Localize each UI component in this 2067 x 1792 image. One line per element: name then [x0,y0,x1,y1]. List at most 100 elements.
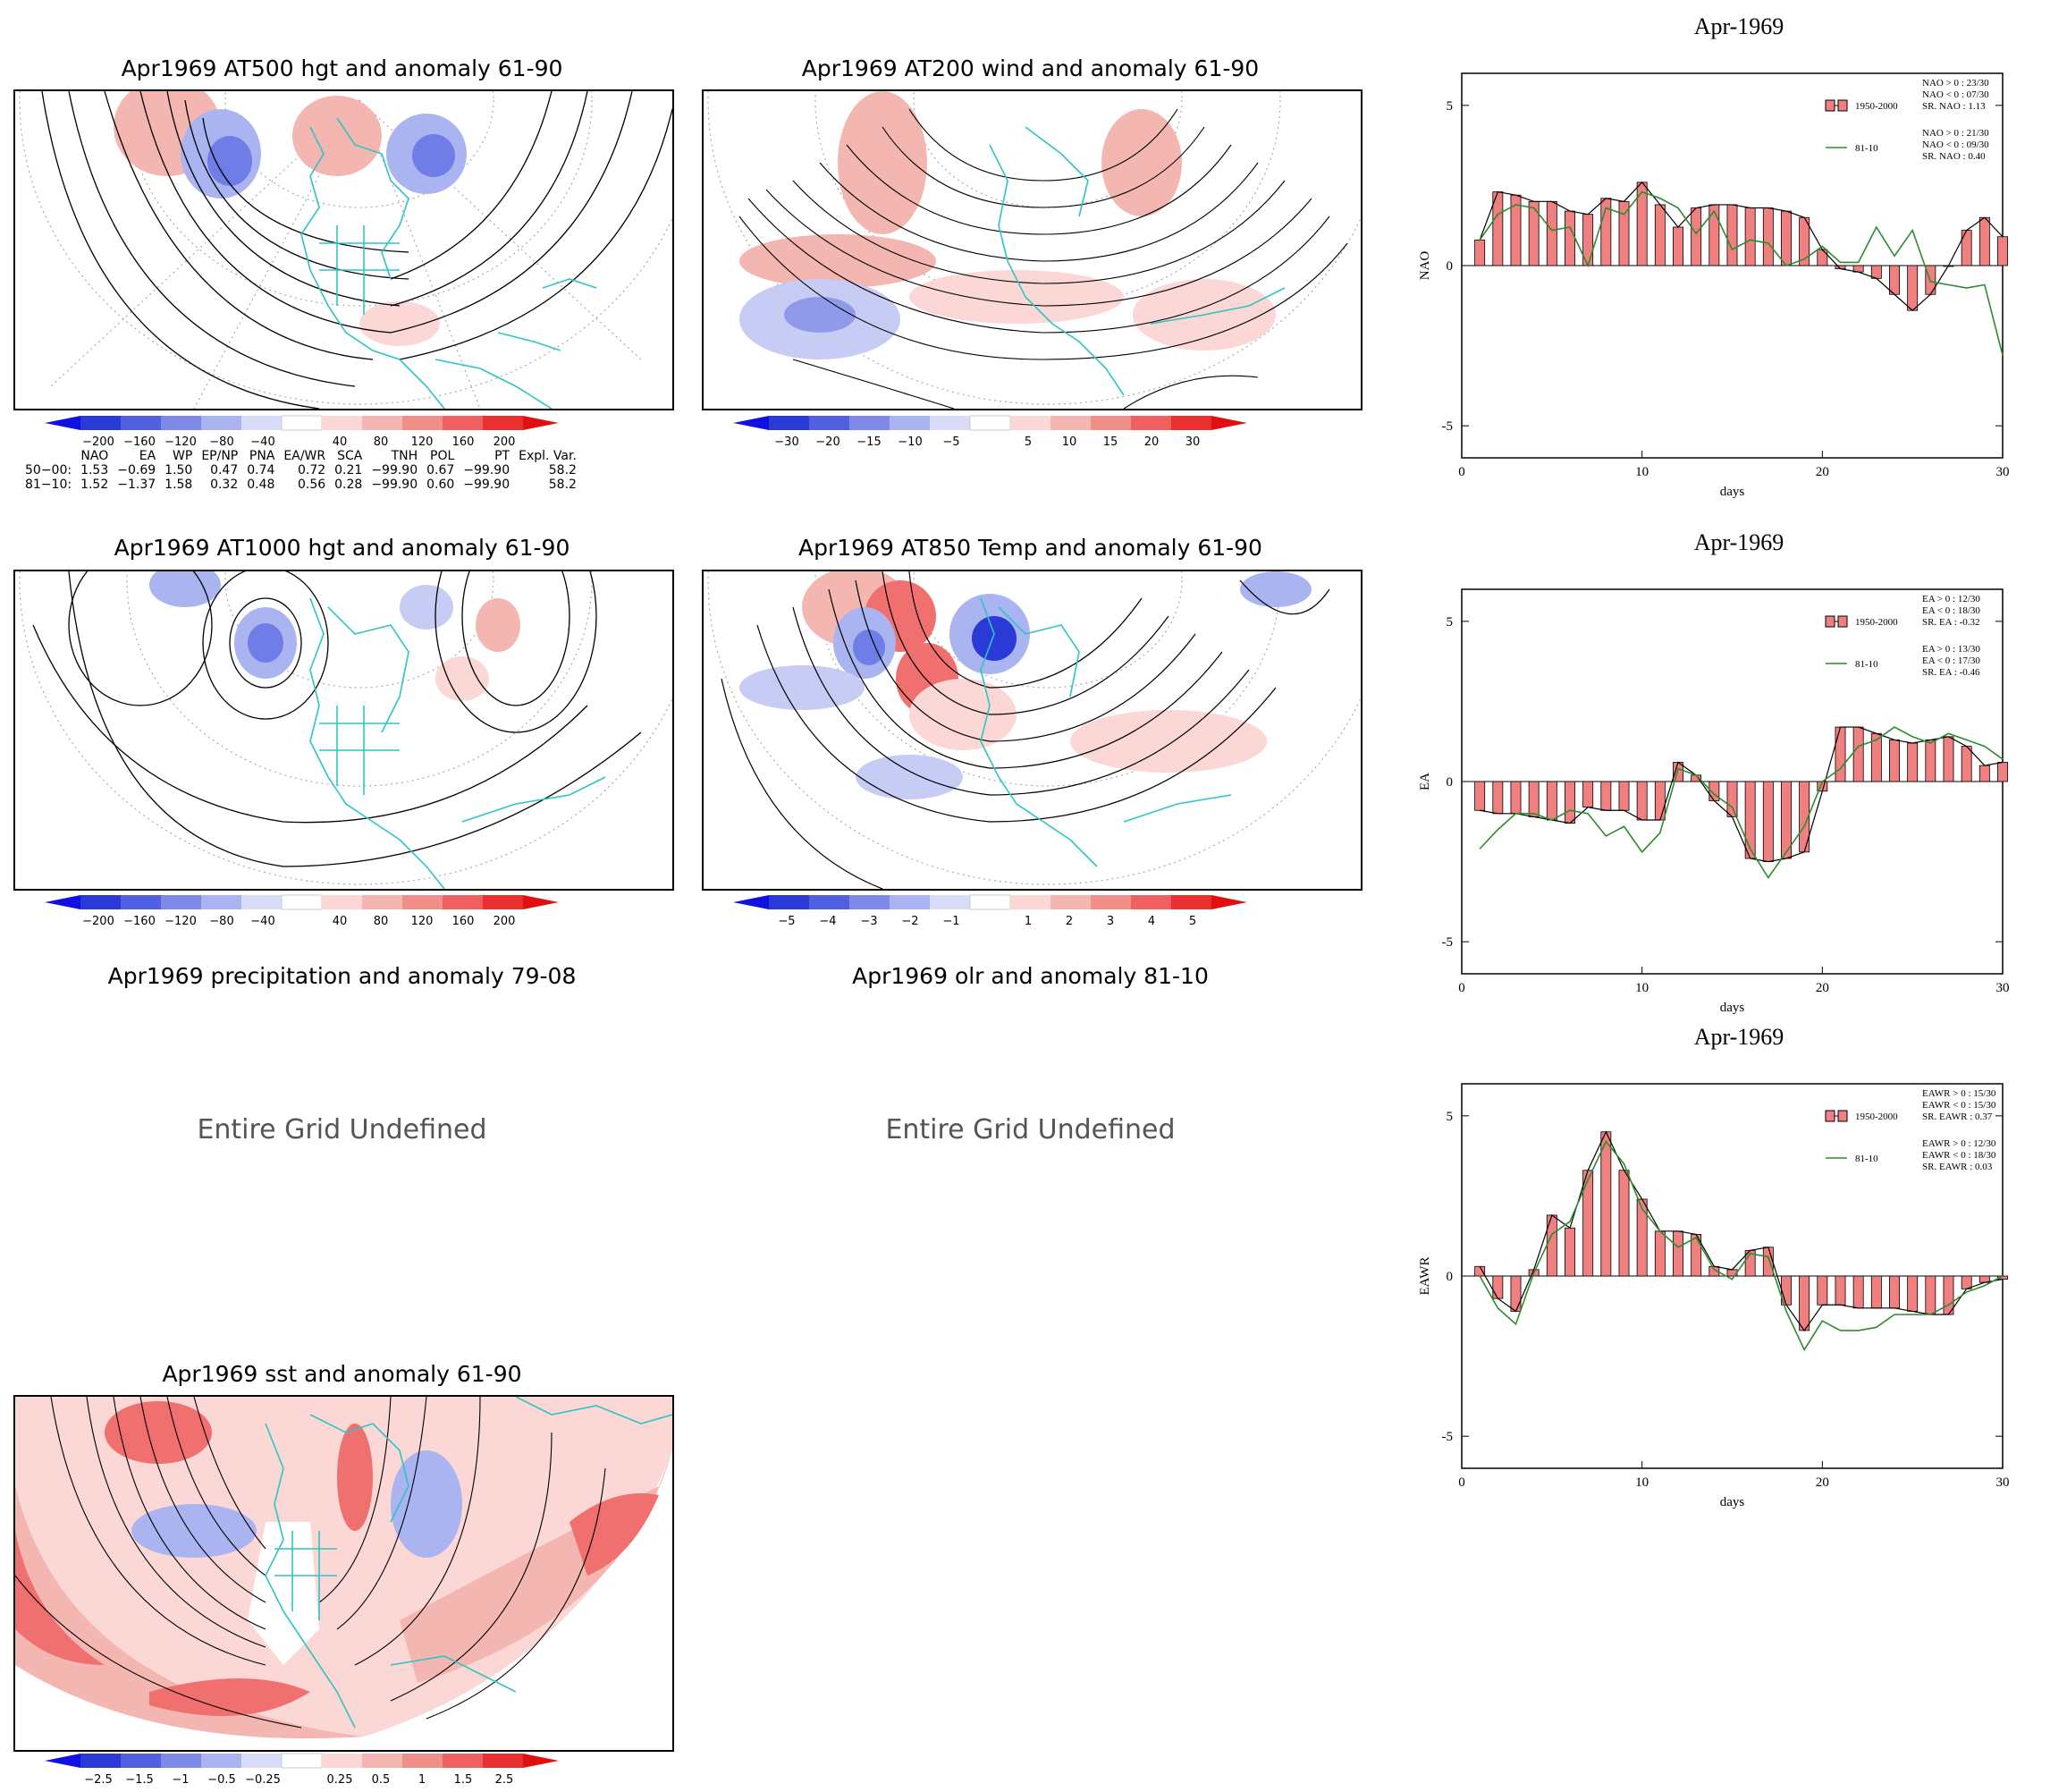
y-axis-label: EAWR [1418,1257,1432,1296]
bar [1889,740,1900,782]
bar [1744,207,1756,266]
colorbar-tick: −120 [165,915,197,928]
bar [1799,1275,1810,1331]
map-title-at500: Apr1969 AT500 hgt and anomaly 61-90 [121,55,563,81]
bar [1997,762,2008,782]
legend-line-stat: EAWR < 0 : 18/30 [1922,1150,1996,1161]
bar [1726,204,1738,266]
colorbar-tick: −0.5 [207,1773,236,1787]
table-cell: 1.50 [165,463,193,478]
table-cell: 0.72 [297,463,326,478]
map-title-at1000: Apr1969 AT1000 hgt and anomaly 61-90 [114,535,570,561]
x-tick-label: 10 [1635,1475,1649,1490]
index-header: EA [139,449,156,463]
colorbar-tick: −15 [856,435,881,449]
bar [1654,1230,1666,1277]
bar [1474,781,1486,811]
bar [1618,781,1630,811]
bar [1978,216,1990,266]
index-header: POL [430,449,455,463]
ea-timeseries-chart: -5 0 5 0 10 20 30 days EA 1950-2000 EA > 0 : 12/30… [1418,588,2010,1015]
map-panel-at1000 [13,570,674,891]
olr-undefined-text: Entire Grid Undefined [885,1114,1176,1145]
colorbar-tick: 120 [411,915,434,928]
colorbar-tick: −120 [165,435,197,449]
legend-bar-label: 1950-2000 [1855,617,1898,628]
legend-bar-stat: SR. EA : -0.32 [1922,617,1979,628]
bar [1673,1230,1683,1277]
colorbar-tick: −160 [123,915,156,928]
colorbar-tick: 2.5 [495,1773,514,1787]
x-tick-label: 0 [1458,1475,1465,1490]
x-axis-label: days [1720,1001,1745,1015]
colorbar-at1000: −200 −160 −120 −80 −40 40 80 120 160 200 [45,894,653,930]
index-header: TNH [391,449,418,463]
map-title-olr: Apr1969 olr and anomaly 81-10 [852,963,1209,989]
bar [1870,1275,1882,1309]
legend-bar-stat: NAO > 0 : 23/30 [1922,78,1989,89]
bar [1762,1247,1774,1277]
table-cell: −99.90 [371,463,418,478]
map-panel-at500 [13,89,674,410]
bar [1781,210,1792,266]
chart-title-eawr: Apr-1969 [1693,1024,1784,1050]
x-tick-label: 0 [1458,981,1465,995]
bar [1835,726,1846,782]
x-tick-label: 30 [1996,465,2010,479]
colorbar-tick: −80 [209,435,233,449]
legend-bar-stat: EAWR < 0 : 15/30 [1922,1100,1996,1111]
colorbar-tick: −20 [815,435,839,449]
bar [1708,204,1720,266]
colorbar-tick: −3 [860,915,877,928]
legend-bar-swatch [1837,99,1848,112]
index-table-header: NAO EA WP EP/NP PNA EA/WR SCA TNH POL PT… [25,449,586,463]
map-title-precip: Apr1969 precipitation and anomaly 79-08 [107,963,577,989]
map-panel-sst [13,1395,674,1752]
legend-line-stat: SR. EA : -0.46 [1922,667,1980,678]
colorbar-tick: 160 [452,915,475,928]
bar [1565,1227,1575,1277]
colorbar-tick: −10 [898,435,922,449]
bar [1492,781,1504,815]
table-cell: 0.74 [247,463,275,478]
table-row: 50−00: 1.53 −0.69 1.50 0.47 0.74 0.72 0.… [25,463,586,478]
colorbar-tick: 200 [494,435,516,449]
bar [1907,265,1919,311]
table-cell: 0.56 [297,478,326,492]
bar [1907,742,1919,782]
bar [1546,200,1557,266]
colorbar-tick: −2.5 [84,1773,113,1787]
legend-line-stat: EA < 0 : 17/30 [1922,655,1980,666]
colorbar-tick: −200 [82,435,114,449]
chart-title-nao: Apr-1969 [1693,13,1784,39]
index-header: SCA [337,449,363,463]
x-tick-label: 30 [1996,1475,2010,1490]
bar [1997,236,2008,266]
bar [1636,182,1648,266]
x-tick-label: 20 [1816,1475,1829,1490]
bar [1762,207,1774,266]
colorbar-tick: −40 [250,435,274,449]
colorbar-tick: 15 [1103,435,1118,449]
legend-line-stat: SR. NAO : 0.40 [1922,151,1986,162]
colorbar-tick: 0.25 [327,1773,353,1787]
legend-bar-stat: EA > 0 : 12/30 [1922,594,1980,604]
table-cell: −0.69 [117,463,156,478]
y-tick-label: 0 [1447,775,1454,790]
bar [1636,781,1648,821]
bar [1654,204,1666,266]
colorbar-tick: −5 [942,435,959,449]
y-tick-label: 5 [1447,1110,1454,1124]
bar [1762,781,1774,862]
index-header: Expl. Var. [519,449,577,463]
colorbar-graphic: −200 −160 −120 −80 −40 40 80 120 160 200 [45,415,559,449]
table-row: 81−10: 1.52 −1.37 1.58 0.32 0.48 0.56 0.… [25,478,586,492]
colorbar-tick: 30 [1185,435,1201,449]
colorbar-tick: −0.25 [245,1773,281,1787]
bar [1582,781,1594,808]
colorbar-tick: −5 [778,915,795,928]
bar-outline-line [1479,181,2004,311]
legend-line-stat: EA > 0 : 13/30 [1922,644,1980,655]
map-title-at850: Apr1969 AT850 Temp and anomaly 61-90 [798,535,1262,561]
legend-bar-swatch [1825,615,1835,628]
